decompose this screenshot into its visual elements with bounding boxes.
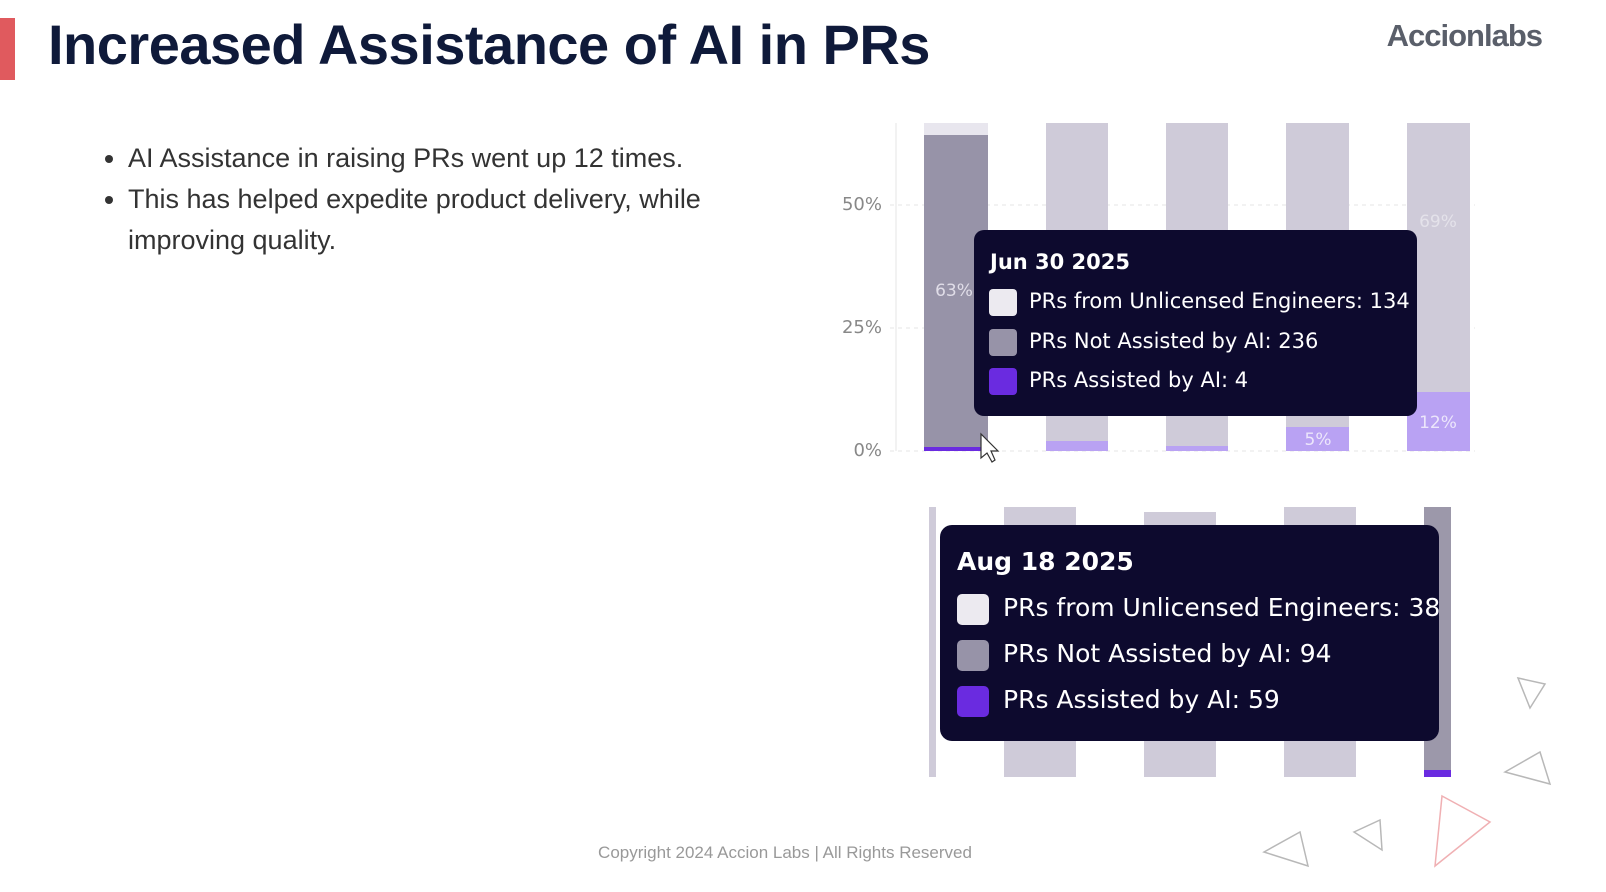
decoration bbox=[1262, 676, 1552, 868]
swatch bbox=[989, 329, 1017, 356]
bar-segment bbox=[924, 447, 988, 451]
swatch bbox=[957, 640, 989, 671]
logo: Accionlabs bbox=[1386, 18, 1543, 53]
bar-label: 5% bbox=[1305, 430, 1332, 450]
bar-segment bbox=[1286, 427, 1349, 451]
swatch bbox=[989, 368, 1017, 395]
chart-2: Aug 18 2025 PRs from Unlicensed Engineer… bbox=[929, 507, 1451, 777]
tooltip bbox=[974, 230, 1417, 416]
chart-1: 50% 25% 0% 63% 69% 5% 12% Jun 30 2025 PR… bbox=[842, 123, 1475, 463]
bar-label: 63% bbox=[935, 281, 973, 301]
cursor bbox=[980, 432, 1000, 463]
triangle bbox=[1262, 830, 1310, 868]
y-tick-label: 50% bbox=[842, 194, 882, 215]
bar-label: 12% bbox=[1419, 413, 1457, 433]
bullet: AI Assistance in raising PRs went up 12 … bbox=[128, 138, 808, 179]
triangle bbox=[1516, 676, 1547, 710]
bar-segment bbox=[1046, 441, 1108, 451]
bar-edge bbox=[929, 507, 936, 777]
tooltip-date: Jun 30 2025 bbox=[988, 250, 1130, 274]
y-tick-label: 0% bbox=[853, 440, 882, 461]
tooltip bbox=[940, 525, 1439, 741]
tooltip-date: Aug 18 2025 bbox=[957, 547, 1134, 576]
bar-segment bbox=[924, 123, 988, 135]
triangle bbox=[1503, 750, 1552, 786]
tooltip-row: PRs from Unlicensed Engineers: 38 bbox=[1003, 593, 1440, 622]
accent-bar bbox=[0, 18, 15, 80]
bullet-list: AI Assistance in raising PRs went up 12 … bbox=[80, 138, 808, 261]
bullet: This has helped expedite product deliver… bbox=[128, 179, 808, 261]
y-tick-label: 25% bbox=[842, 317, 882, 338]
bar-segment bbox=[1166, 446, 1228, 451]
bar-segment bbox=[1424, 770, 1451, 777]
tooltip-row: PRs Not Assisted by AI: 94 bbox=[1003, 639, 1332, 668]
bar-label: 69% bbox=[1419, 212, 1457, 232]
bar-segment bbox=[1407, 123, 1470, 392]
tooltip-row: PRs Not Assisted by AI: 236 bbox=[1029, 329, 1318, 353]
triangle bbox=[1352, 818, 1383, 852]
swatch bbox=[957, 686, 989, 717]
swatch bbox=[957, 594, 989, 625]
swatch bbox=[989, 289, 1017, 316]
bar-segment bbox=[1407, 392, 1470, 451]
tooltip-row: PRs from Unlicensed Engineers: 134 bbox=[1029, 289, 1410, 313]
slide-title: Increased Assistance of AI in PRs bbox=[48, 13, 930, 76]
triangle bbox=[1434, 794, 1492, 868]
tooltip-row: PRs Assisted by AI: 59 bbox=[1003, 685, 1280, 714]
tooltip-row: PRs Assisted by AI: 4 bbox=[1029, 368, 1248, 392]
footer: Copyright 2024 Accion Labs | All Rights … bbox=[598, 843, 972, 862]
